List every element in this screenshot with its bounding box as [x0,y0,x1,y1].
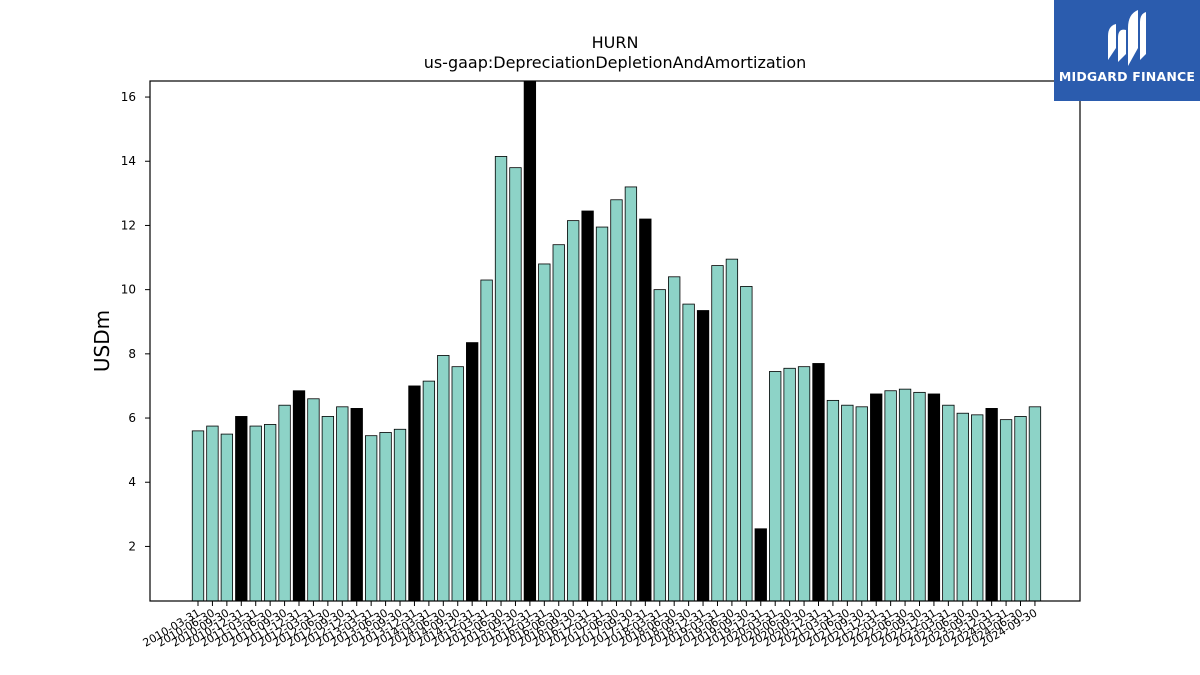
bar-2017-06-30 [610,199,623,602]
bar-2020-09-30 [797,366,811,602]
bar-2011-03-31 [249,425,262,602]
y-tick-label: 8 [128,347,136,361]
bar-2015-09-30 [509,167,522,602]
bar-2021-09-30 [855,406,868,602]
bar-2010-12-31 [235,416,248,602]
logo-text: MIDGARD FINANCE [1058,69,1196,84]
bar-2012-12-31 [350,408,363,602]
bar-2012-03-31 [307,398,320,602]
bar-2012-06-30 [321,416,335,602]
bar-2024-06-30 [1014,416,1027,602]
bar-2013-09-30 [393,428,407,602]
bar-2018-06-30 [668,276,681,602]
y-tick-label: 4 [128,475,136,489]
y-tick-label: 14 [121,154,136,168]
plot-frame [149,80,1081,602]
bar-2024-03-31 [999,419,1013,602]
bar-2021-12-31 [870,393,883,602]
bar-2013-06-30 [379,432,392,602]
bar-2019-09-30 [740,286,753,602]
bar-2015-03-31 [480,279,493,602]
bar-2018-03-31 [653,289,666,602]
bar-2017-12-31 [639,218,652,602]
bar-2019-12-31 [754,528,767,602]
bar-2016-03-31 [538,263,551,602]
bar-2016-06-30 [552,244,565,602]
bar-2022-06-30 [898,388,912,602]
bar-2023-12-31 [985,408,998,602]
y-tick-label: 12 [121,218,136,232]
y-tick-label: 10 [121,283,136,297]
bar-2020-06-30 [783,367,796,602]
bar-2010-06-30 [206,425,219,602]
bar-2020-03-31 [769,371,782,602]
bar-2012-09-30 [336,406,349,602]
chart-subtitle: us-gaap:DepreciationDepletionAndAmortiza… [423,53,807,72]
bar-2023-06-30 [956,412,969,602]
bar-2018-12-31 [696,310,710,602]
bars-group [191,80,1042,602]
chart-title: HURN [591,33,639,52]
bar-2014-09-30 [451,366,464,602]
bar-2011-06-30 [263,424,277,602]
bar-2021-03-31 [826,399,840,602]
bar-2015-12-31 [523,80,537,602]
bar-2013-03-31 [365,435,378,602]
bar-2023-03-31 [942,404,955,602]
bar-2024-09-30 [1028,406,1042,602]
bar-2013-12-31 [408,385,421,602]
bar-2011-09-30 [278,404,291,602]
y-tick-label: 16 [121,90,136,104]
bar-2016-12-31 [581,210,594,602]
bar-2016-09-30 [567,220,580,602]
bar-2019-06-30 [725,258,739,602]
bar-2017-03-31 [595,226,609,602]
y-tick-label: 6 [128,411,136,425]
bar-2017-09-30 [624,186,638,602]
bar-2014-03-31 [422,380,436,602]
x-axis: 2010-03-312010-06-302010-09-302010-12-31… [141,601,1039,650]
bar-2023-09-30 [971,414,984,602]
y-tick-label: 2 [128,539,136,553]
bar-2020-12-31 [812,363,825,602]
bar-2021-06-30 [841,404,854,602]
bar-2014-12-31 [466,342,479,602]
bar-2015-06-30 [494,156,508,602]
bar-2019-03-31 [711,265,724,602]
bar-2022-03-31 [884,390,897,602]
bar-2022-09-30 [913,391,926,602]
bar-2010-03-31 [191,430,205,602]
logo-mark-icon [1108,10,1146,66]
midgard-finance-logo: MIDGARD FINANCE [1054,0,1200,101]
y-axis-label: USDm [90,310,114,372]
bar-2018-09-30 [682,303,695,602]
bar-2022-12-31 [927,393,941,602]
bar-2011-12-31 [292,390,306,602]
bar-2010-09-30 [220,433,234,602]
y-axis: 2 4 6 8 10 12 14 16 [121,90,150,553]
bar-2014-06-30 [437,355,450,602]
